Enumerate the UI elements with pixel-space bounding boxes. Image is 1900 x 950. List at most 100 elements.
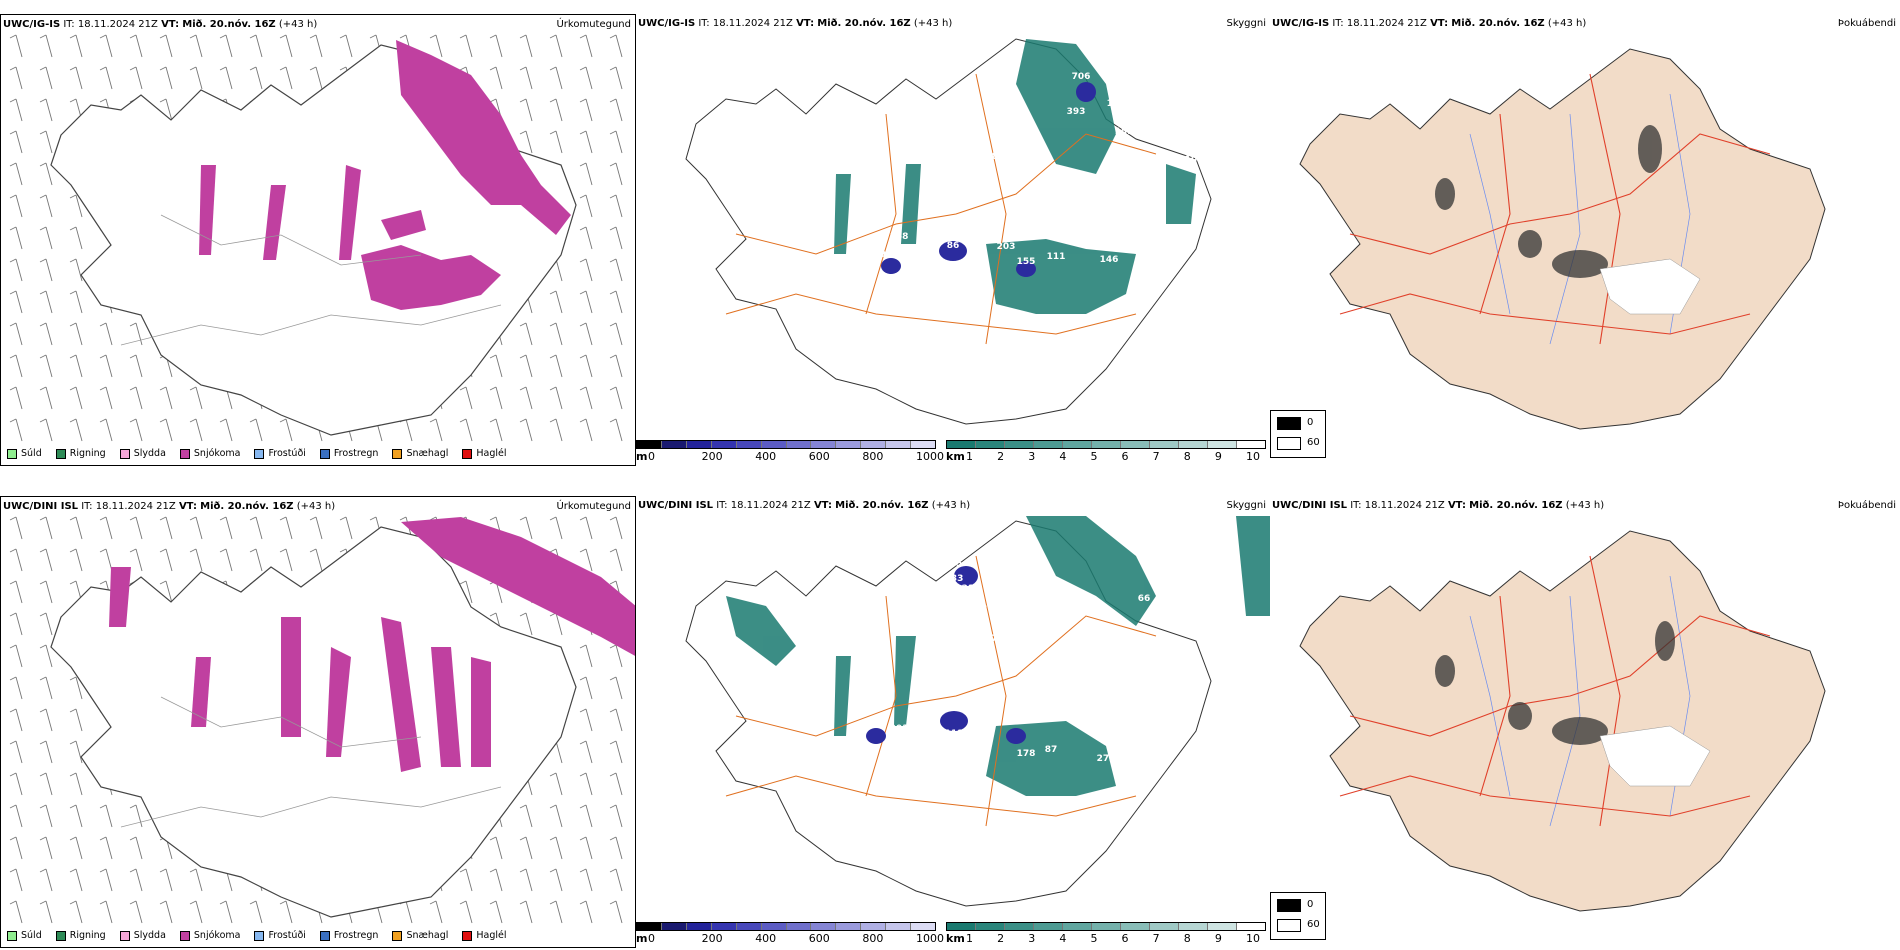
row2-fog-map [1299,530,1826,912]
wind-barb [9,612,23,636]
legend-item-1: Rigning [55,930,106,941]
legend-item-3: Snjókoma [179,448,241,459]
low-cloud-base-areas [866,566,1026,744]
colorbar-tick-label: 5 [1090,932,1098,945]
row1-visibility-panel: UWC/IG-IS IT: 18.11.2024 21Z VT: Mið. 20… [636,14,1270,466]
colorbar-cell [1179,441,1208,448]
colorbar-tick-label: 10 [1246,932,1260,945]
wind-barb [609,290,623,314]
wind-barb [609,98,623,122]
wind-barb [309,516,323,540]
legend-swatch [119,930,130,941]
legend-swatch [254,930,265,941]
wind-barb [579,804,593,828]
colorbar-cell [786,923,812,930]
wind-barb [219,900,233,924]
wind-barb [39,644,53,668]
wind-barb [99,804,113,828]
row2-vis-title: Skyggni [1226,500,1266,511]
wind-barb [549,516,563,540]
wind-barb [279,516,293,540]
wind-barb [249,66,263,90]
wind-barb [69,322,83,346]
wind-barb [99,386,113,410]
fog-legend: 0 60 [1270,410,1326,458]
colorbar-cell [1005,923,1034,930]
wind-barb [609,418,623,442]
wind-barb [9,98,23,122]
wind-barb [549,836,563,860]
cloud-base-label: 66 [1138,594,1151,604]
colorbar-tick-label: 600 [808,932,830,945]
wind-barb [579,194,593,218]
wind-barb [309,548,323,572]
row1-fog-title: Þokuábendi [1837,18,1896,29]
legend-item-6: Snæhagl [392,930,448,941]
wind-barb [9,740,23,764]
cloud-base-label: 301 [890,724,909,734]
wind-barb [39,290,53,314]
wind-barb [9,708,23,732]
legend-item-6: Snæhagl [392,448,448,459]
iceland-coastline [1299,48,1826,430]
wind-barb [579,516,593,540]
wind-barb [519,66,533,90]
legend-swatch [179,930,190,941]
wind-barb [69,900,83,924]
wind-barb [249,418,263,442]
wind-barb [39,612,53,636]
wind-barb [579,66,593,90]
roads [1339,555,1771,827]
row2-precip-title: Úrkomutegund [556,501,631,512]
wind-barb [519,804,533,828]
wind-barb [519,322,533,346]
legend-label: Frostúði [268,448,306,459]
wind-barb [609,66,623,90]
colorbar-cell [1034,441,1063,448]
colorbar-tick-label: 4 [1059,450,1067,463]
wind-barb [519,130,533,154]
wind-barb [9,226,23,250]
wind-barb [609,804,623,828]
wind-barb [609,772,623,796]
roads [120,696,502,828]
cloud-base-label: 191 [1107,99,1126,109]
legend-label: Frostregn [333,448,379,459]
fog-legend-label-0: 0 [1307,417,1314,428]
wind-barb [189,900,203,924]
cloud-base-label: 98 [880,250,893,260]
wind-barb [549,386,563,410]
wind-barb [39,868,53,892]
wind-barb [549,418,563,442]
cloud-base-label: 74 [1158,599,1171,609]
colorbar-unit: km [946,450,965,463]
colorbar-cell [947,923,976,930]
colorbar-tick-label: 600 [808,450,830,463]
colorbar-cell [786,441,812,448]
wind-barb [39,226,53,250]
fog-legend-swatch-0 [1277,899,1301,912]
colorbar-cell [736,441,762,448]
wind-barb [99,322,113,346]
wind-barb [39,740,53,764]
wind-barb [579,34,593,58]
wind-barb [579,900,593,924]
legend-label: Snæhagl [406,448,449,459]
legend-label: Snjókoma [193,448,241,459]
wind-barb [9,34,23,58]
wind-barb [609,676,623,700]
cloud-base-label: 397 [979,634,998,644]
wind-barb [129,804,143,828]
legend-label: Slydda [133,930,166,941]
wind-barb [489,418,503,442]
fog-areas [1435,621,1675,745]
colorbar-tick-label: 0 [648,450,655,463]
legend-label: Slydda [133,448,166,459]
roads [1339,73,1771,345]
wind-barb [609,644,623,668]
wind-barb [579,740,593,764]
wind-barb [519,34,533,58]
colorbar-cell [1121,923,1150,930]
legend-swatch [392,448,403,459]
